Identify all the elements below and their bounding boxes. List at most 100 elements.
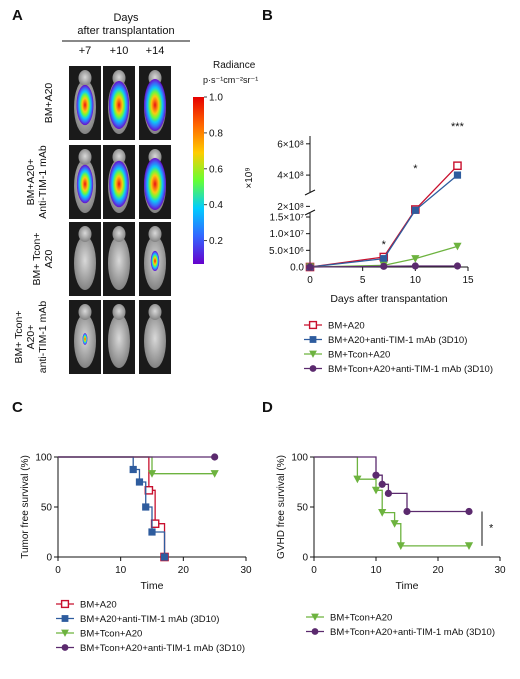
panel-c-xtick-label-3: 30 [240,565,252,576]
panel-d-point-0-1 [353,475,362,484]
panel-c-legend-label-2: BM+Tcon+A20 [80,629,142,640]
panel-b-ytick-label-lower-0: 0.0 [290,263,304,274]
panel-b-significance-1: * [413,163,418,175]
panel-b-point-2-3 [453,242,462,251]
panel-b-xtick-label-3: 15 [462,275,474,286]
panel-d: D 0 50 100 0 10 20 30 Time GVHD free survival (%… [262,399,506,638]
panel-d-xtick-label-2: 20 [432,565,444,576]
mouse-head [112,226,126,242]
panel-b-xtick-label-1: 5 [360,275,366,286]
panel-c-legend-marker-2 [61,629,69,637]
panel-c-point-1-4 [148,528,156,536]
mouse-head [148,304,162,320]
panel-c-point-1-2 [135,478,144,486]
panel-d-ylabel: GVHD free survival (%) [276,455,287,559]
panel-b-point-3-3 [453,262,462,270]
panel-c-ytick-label-0: 0 [46,553,52,564]
colorbar: Radiance p·s⁻¹cm⁻²sr⁻¹ 1.0 0.8 0.6 0.4 0.2 ×1… [193,60,258,264]
mouse-head [112,70,126,86]
panel-d-point-0-4 [390,520,399,528]
mouse-body [108,314,130,368]
group-label-1-0: BM+A20+ [25,159,37,206]
panel-b-ytick-label-lower-1: 5.0×10⁶ [269,246,304,257]
panel-c-point-3-1 [211,453,219,461]
mouse-head [78,70,92,86]
panel-b-legend-marker-3 [309,365,317,372]
panel-d-point-0-2 [371,486,381,495]
panel-a: A Days after transplantation +7 +10 +14 BM… [12,7,258,374]
panel-b-series-line-0 [309,165,458,268]
panel-c-ytick-label-2: 100 [35,453,52,464]
bioluminescence-signal [108,81,130,129]
group-label-1-1: Anti-TIM-1 mAb [37,145,49,219]
bioluminescence-signal [76,164,94,204]
panel-d-point-0-5 [396,542,405,550]
mouse-head [78,149,92,165]
panel-b: B 2×10⁸ 4×10⁸ 6×10⁸ 0.0 5.0×10⁶ 1.0×10⁷ 1.5×10… [262,7,493,375]
panel-b-legend-label-0: BM+A20 [328,321,365,332]
colorbar-tick-label-1: 0.8 [209,128,223,139]
panel-b-legend-label-3: BM+Tcon+A20+anti-TIM-1 mAb (3D10) [328,364,493,375]
panel-b-ytick-label-lower-3: 1.5×10⁷ [270,213,305,224]
bioluminescence-signal [150,250,160,272]
panel-d-point-1-3 [384,489,392,497]
mouse-head [112,304,126,320]
bioluminescence-signal [109,160,129,208]
colorbar-multiplier: ×10⁹ [244,167,255,188]
mouse-head [78,226,92,242]
colorbar-bar [193,97,204,264]
panel-c-ytick-label-1: 50 [41,503,53,514]
panel-c-point-2-1 [147,470,157,478]
panel-b-legend-marker-2 [309,350,317,358]
panel-b-legend-label-2: BM+Tcon+A20 [328,350,390,361]
day-label-0: +7 [79,45,92,57]
mouse-body [108,236,130,290]
panel-d-series-step-1 [314,456,469,513]
bioluminescence-signal [82,333,88,345]
panel-b-significance-0: * [382,239,387,251]
panel-c-xlabel: Time [141,580,164,592]
panel-a-letter: A [12,7,23,24]
mouse-head [78,304,92,320]
panel-c-ylabel: Tumor free survival (%) [20,455,31,559]
group-label-2-0: BM+ Tcon+ [31,233,43,286]
panel-d-point-0-6 [464,542,474,550]
panel-d-significance: * [489,523,494,535]
panel-b-ytick-label-upper-1: 4×10⁸ [277,171,304,182]
group-label-0-0: BM+A20 [43,83,55,124]
panel-c-point-1-5 [160,553,169,561]
group-label-3-2: anti-TIM-1 mAb [37,301,49,374]
bioluminescence-signal [76,84,94,126]
panel-b-ytick-label-lower-2: 1.0×10⁷ [270,229,305,240]
panel-a-header-line2: after transplantation [77,25,174,37]
panel-c-legend-label-1: BM+A20+anti-TIM-1 mAb (3D10) [80,614,219,625]
panel-c-xtick-label-1: 10 [115,565,127,576]
panel-d-legend-label-0: BM+Tcon+A20 [330,613,392,624]
panel-c-xtick-label-0: 0 [55,565,61,576]
panel-b-point-1-2 [411,206,419,214]
panel-d-point-0-3 [378,509,387,517]
colorbar-tick-label-2: 0.6 [209,164,223,175]
panel-b-point-0-3 [453,161,462,171]
panel-c-legend-marker-3 [61,644,69,651]
panel-d-point-1-2 [378,480,386,488]
mouse-body [74,236,96,290]
panel-b-significance-2: *** [451,121,465,133]
panel-b-axis-break-2 [304,209,316,216]
panel-b-point-1-1 [380,255,388,263]
day-label-2: +14 [146,45,165,57]
panel-b-letter: B [262,7,273,24]
mouse-head [112,149,126,165]
panel-b-legend-marker-0 [308,320,318,330]
panel-c-point-1-3 [142,503,150,511]
group-label-2-1: A20 [43,250,55,269]
panel-c-legend-label-0: BM+A20 [80,600,117,611]
bioluminescence-signal [144,158,166,210]
panel-b-xtick-label-0: 0 [307,275,313,286]
panel-d-series-step-0 [314,456,469,547]
panel-b-ytick-label-upper-0: 2×10⁸ [277,202,304,213]
panel-b-point-1-3 [453,171,462,179]
panel-d-ytick-label-0: 0 [302,553,308,564]
mouse-body [144,314,166,368]
